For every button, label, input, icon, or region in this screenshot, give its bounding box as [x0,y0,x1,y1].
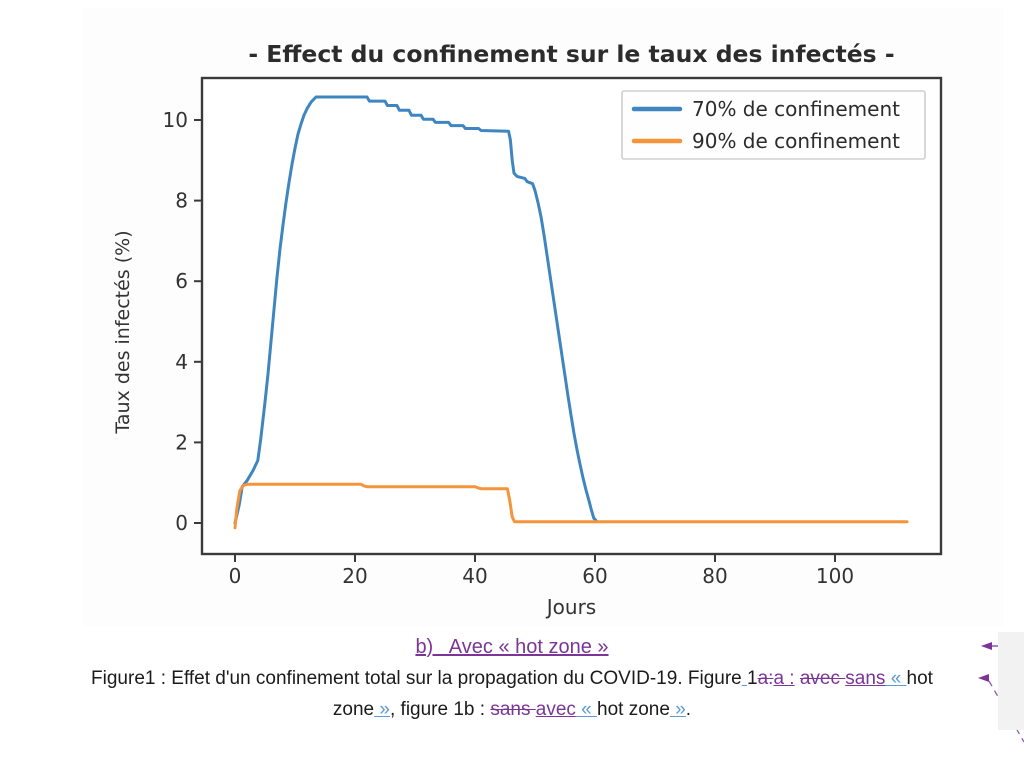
tracked-insertion-blue: » [669,699,686,720]
tracked-deletion: a: [757,668,774,689]
x-tick-label: 100 [816,564,854,588]
legend-box [621,90,926,160]
series-line-1 [233,482,909,530]
figure-chart-image[interactable]: - Effect du confinement sur le taux des … [0,0,1024,632]
right-margin-strip [998,632,1024,730]
caption-text: , figure 1b : [389,699,491,720]
caption-text: . [685,699,692,720]
legend-label-1: 90% de confinement [692,129,900,153]
subcaption-b[interactable]: b) Avec « hot zone » [0,634,1024,660]
caption-text: Figure1 : Effet d'un confinement total s… [91,668,742,689]
series-line-0 [233,95,599,525]
caption-text: hot zone [597,699,670,720]
x-tick-label: 40 [462,564,487,588]
legend-label-0: 70% de confinement [692,97,900,121]
figure-caption-line-1[interactable]: Figure1 : Effet d'un confinement total s… [0,663,1024,694]
tracked-insertion: a : [773,668,795,689]
y-tick-label: 0 [175,511,188,535]
y-axis-label: Taux des infectés (%) [112,230,134,434]
x-tick-label: 60 [582,564,607,588]
subcaption-heading-text: b) Avec « hot zone » [415,636,609,658]
caption-text: zone [332,699,375,720]
tracked-deletion: avec [799,668,846,689]
tracked-insertion-blue: » [374,699,390,720]
chart-title: - Effect du confinement sur le taux des … [248,40,894,68]
x-tick-label: 0 [229,564,242,588]
y-tick-label: 4 [175,350,188,374]
x-tick-label: 20 [342,564,367,588]
y-tick-label: 2 [175,430,188,454]
x-tick-label: 80 [702,564,727,588]
caption-text: hot [906,668,933,689]
y-tick-label: 10 [163,108,188,132]
tracked-insertion-blue: « [575,699,598,720]
y-tick-label: 6 [175,269,188,293]
tracked-insertion-blue: « [885,668,907,689]
figure-caption[interactable]: b) Avec « hot zone » Figure1 : Effet d'un… [0,634,1024,725]
x-axis-label: Jours [545,595,596,619]
tracked-insertion: sans [845,668,886,689]
caption-text: 1 [747,668,758,689]
tracked-insertion: avec [535,699,576,720]
tracked-deletion: sans [490,699,536,720]
figure-caption-line-2[interactable]: zone », figure 1b : sans avec « hot zone… [0,694,1024,725]
y-tick-label: 8 [175,189,188,213]
